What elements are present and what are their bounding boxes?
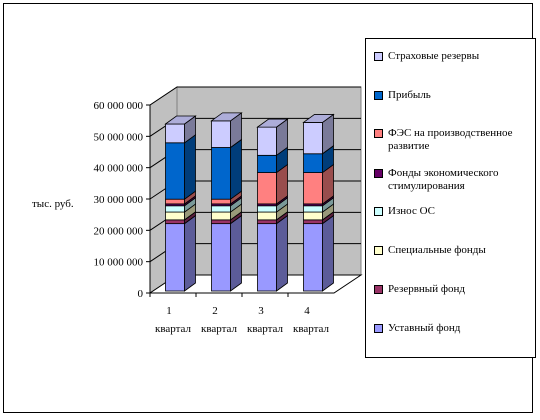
legend-label: Специальные фонды: [388, 244, 486, 256]
bar-segment-front: [303, 205, 323, 213]
bar-top: [210, 112, 243, 122]
legend-label: Страховые резервы: [388, 50, 480, 62]
bar-segment-side: [230, 138, 242, 200]
gridline: [149, 86, 361, 106]
legend-label: Прибыль: [388, 89, 431, 101]
y-tick-label: 30 000 000: [94, 194, 144, 206]
legend-swatch: [374, 52, 383, 61]
bar-segment-front: [303, 122, 323, 155]
bar-segment-side: [276, 214, 288, 292]
bar-segment-side: [230, 214, 242, 292]
stacked-bar-chart: 0 10 000 000 20 000 000 30 000 000 40 000 00…: [94, 86, 363, 335]
bar-segment-front: [211, 205, 231, 213]
bar-segment-front: [211, 147, 231, 200]
bar-segment-front: [257, 219, 277, 225]
bar-segment-front: [257, 154, 277, 173]
legend-swatch: [374, 324, 383, 333]
x-tick-label-word: квартал: [155, 323, 192, 335]
legend-label: Резервный фонд: [388, 283, 465, 295]
bar-top: [302, 114, 335, 123]
bar-segment-front: [303, 211, 323, 221]
legend-label: Износ ОС: [388, 205, 435, 217]
bar-segment-front: [257, 172, 277, 205]
y-tick-label: 10 000 000: [94, 257, 144, 269]
y-tick-label: 50 000 000: [94, 131, 144, 143]
bar-segment-front: [165, 205, 185, 213]
bar-segment-front: [211, 223, 231, 292]
bar-segment-front: [165, 123, 185, 144]
legend-label: Уставный фонд: [388, 322, 461, 334]
y-tick-label: 40 000 000: [94, 163, 144, 175]
bar-top: [164, 115, 197, 125]
legend-label: Фонды экономического стимулирования: [388, 167, 499, 192]
bar-segment-front: [165, 142, 185, 200]
x-tick-label-word: квартал: [247, 323, 284, 335]
bar-segment-front: [211, 198, 231, 205]
x-tick-label-word: квартал: [201, 323, 238, 335]
x-tick-label-number: 3: [258, 305, 264, 317]
x-tick-label-word: квартал: [293, 323, 330, 335]
bar-segment-front: [165, 219, 185, 225]
chart-frame: 0 10 000 000 20 000 000 30 000 000 40 000 00…: [3, 3, 536, 413]
bar-segment-front: [211, 219, 231, 225]
bar-segment-front: [303, 153, 323, 173]
y-tick-label: 20 000 000: [94, 225, 144, 237]
bar-segment-front: [165, 198, 185, 205]
x-tick-label-number: 2: [212, 305, 218, 317]
legend: Страховые резервы Прибыль ФЭС на произво…: [365, 38, 536, 358]
bar-segment-front: [165, 223, 185, 292]
bar-segment-front: [257, 205, 277, 213]
bar-segment-front: [303, 223, 323, 292]
bar-segment-front: [257, 126, 277, 156]
legend-swatch: [374, 207, 383, 216]
x-tick-label-number: 1: [166, 305, 172, 317]
bar-segment-front: [257, 223, 277, 292]
bar-segment-side: [322, 214, 334, 292]
bar-segment-front: [303, 172, 323, 205]
y-axis-label: тыс. руб.: [32, 198, 74, 210]
legend-label: ФЭС на производственное развитие: [388, 127, 513, 152]
bar-segment-front: [165, 211, 185, 221]
bar-segment-front: [303, 219, 323, 225]
bar-segment-side: [184, 214, 196, 292]
bar-segment-side: [184, 134, 196, 200]
bar-top: [256, 118, 289, 128]
bar-segment-front: [257, 211, 277, 221]
legend-swatch: [374, 285, 383, 294]
legend-swatch: [374, 129, 383, 138]
y-tick-label: 60 000 000: [94, 100, 144, 112]
bar-segment-front: [211, 120, 231, 148]
legend-swatch: [374, 169, 383, 178]
x-tick-label-number: 4: [304, 305, 310, 317]
bar-segment-front: [211, 211, 231, 221]
legend-swatch: [374, 246, 383, 255]
y-tick-label: 0: [138, 288, 144, 300]
legend-swatch: [374, 91, 383, 100]
